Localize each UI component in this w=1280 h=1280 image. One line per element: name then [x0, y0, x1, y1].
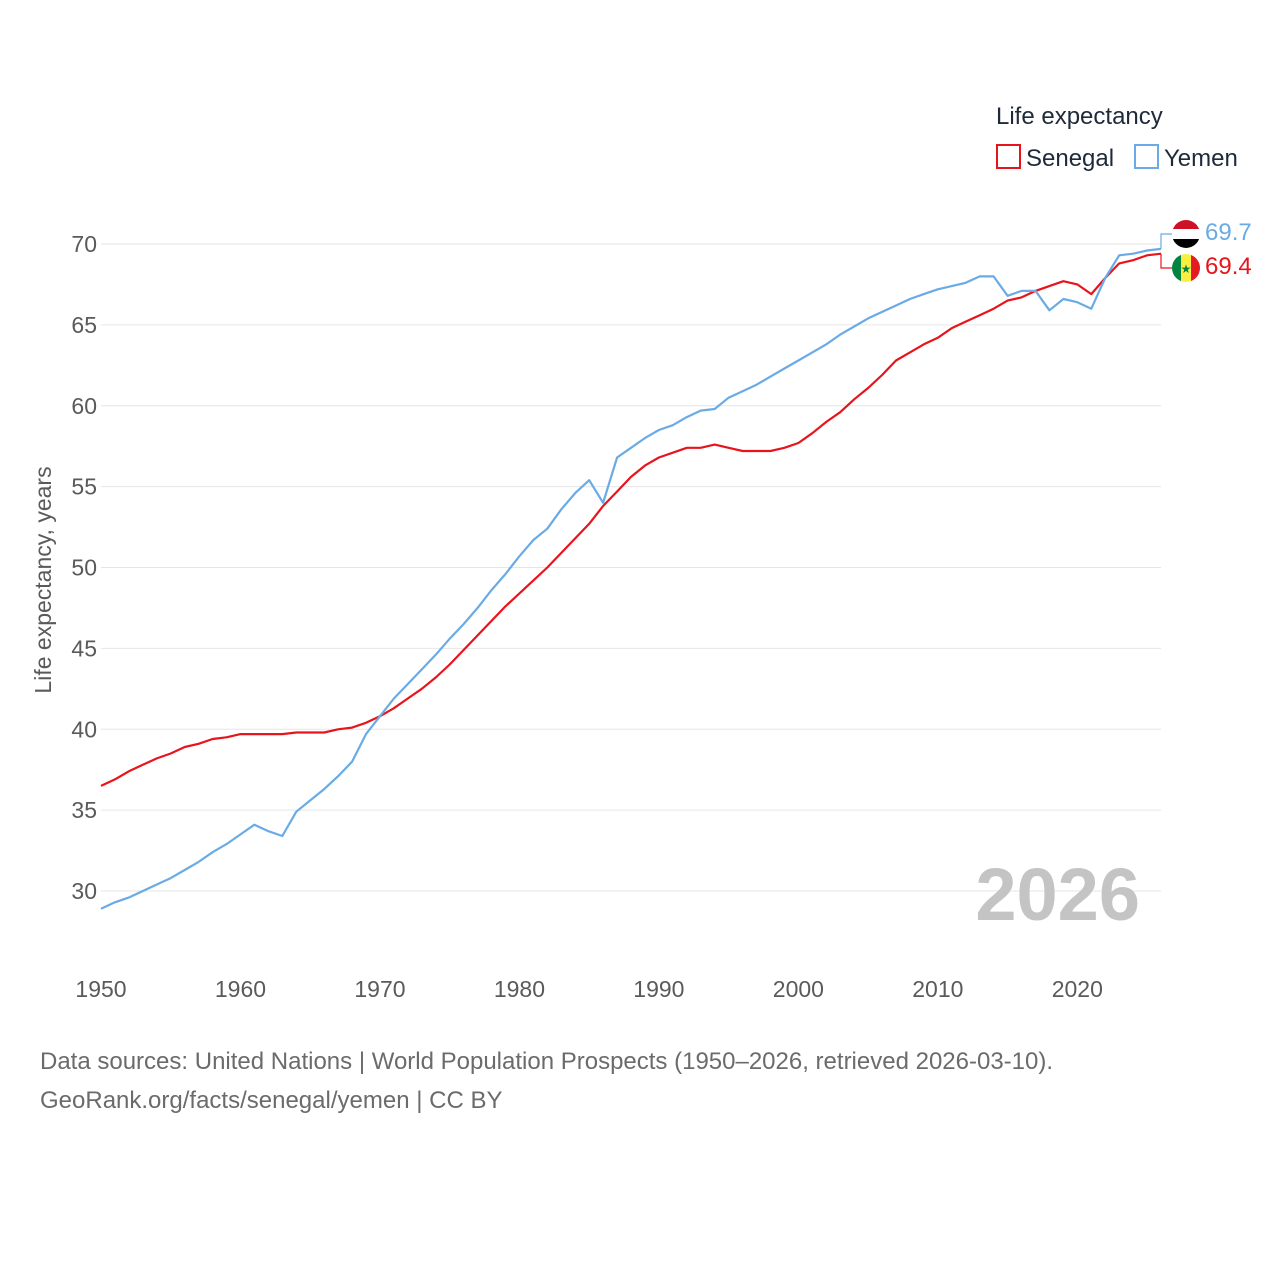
y-tick-label: 60 — [71, 393, 97, 419]
leader-line-yemen — [1160, 233, 1172, 249]
x-axis-ticks: 1950 1960 1970 1980 1990 2000 2010 2020 — [75, 976, 1102, 1002]
end-label-senegal: 69.4 — [1205, 253, 1252, 280]
y-tick-label: 40 — [71, 716, 97, 742]
legend-label-senegal: Senegal — [1026, 145, 1114, 172]
data-sources-text: Data sources: United Nations | World Pop… — [40, 1048, 1054, 1075]
legend-swatch-yemen — [1134, 144, 1159, 169]
y-tick-label: 65 — [71, 312, 97, 338]
leader-line-senegal — [1160, 253, 1172, 269]
x-tick-label: 1980 — [494, 976, 545, 1002]
senegal-flag-icon: ★ — [1172, 254, 1200, 282]
legend-label-yemen: Yemen — [1164, 145, 1238, 172]
legend-title: Life expectancy — [996, 103, 1163, 130]
x-tick-label: 1990 — [633, 976, 684, 1002]
y-tick-label: 55 — [71, 474, 97, 500]
y-axis-ticks: 30 35 40 45 50 55 60 65 70 — [71, 231, 97, 904]
current-year-watermark: 2026 — [975, 853, 1140, 936]
y-axis-title: Life expectancy, years — [30, 466, 56, 693]
svg-text:★: ★ — [1181, 262, 1192, 276]
x-tick-label: 1950 — [75, 976, 126, 1002]
x-tick-label: 2000 — [773, 976, 824, 1002]
x-tick-label: 1970 — [354, 976, 405, 1002]
x-tick-label: 2020 — [1052, 976, 1103, 1002]
source-link-text[interactable]: GeoRank.org/facts/senegal/yemen | CC BY — [40, 1087, 503, 1114]
x-tick-label: 2010 — [912, 976, 963, 1002]
x-tick-label: 1960 — [215, 976, 266, 1002]
legend-item-yemen[interactable]: Yemen — [1134, 144, 1238, 172]
y-tick-label: 50 — [71, 555, 97, 581]
y-tick-label: 45 — [71, 635, 97, 661]
series-lines — [100, 247, 1162, 910]
end-labels: ★ 69.7 69.4 — [1160, 219, 1252, 282]
y-tick-label: 30 — [71, 878, 97, 904]
end-label-yemen: 69.7 — [1205, 219, 1252, 246]
legend-item-senegal[interactable]: Senegal — [996, 144, 1114, 172]
y-tick-label: 70 — [71, 231, 97, 257]
gridlines — [101, 243, 1161, 892]
series-line-senegal[interactable] — [100, 252, 1162, 787]
series-line-yemen[interactable] — [100, 247, 1162, 910]
yemen-flag-icon — [1172, 220, 1200, 248]
legend: Life expectancy Senegal Yemen — [996, 103, 1238, 172]
footer: Data sources: United Nations | World Pop… — [40, 1042, 1053, 1120]
line-chart: 30 35 40 45 50 55 60 65 70 1950 1960 1970 1980 1990 2… — [30, 103, 1252, 1002]
y-tick-label: 35 — [71, 797, 97, 823]
legend-swatch-senegal — [996, 144, 1021, 169]
